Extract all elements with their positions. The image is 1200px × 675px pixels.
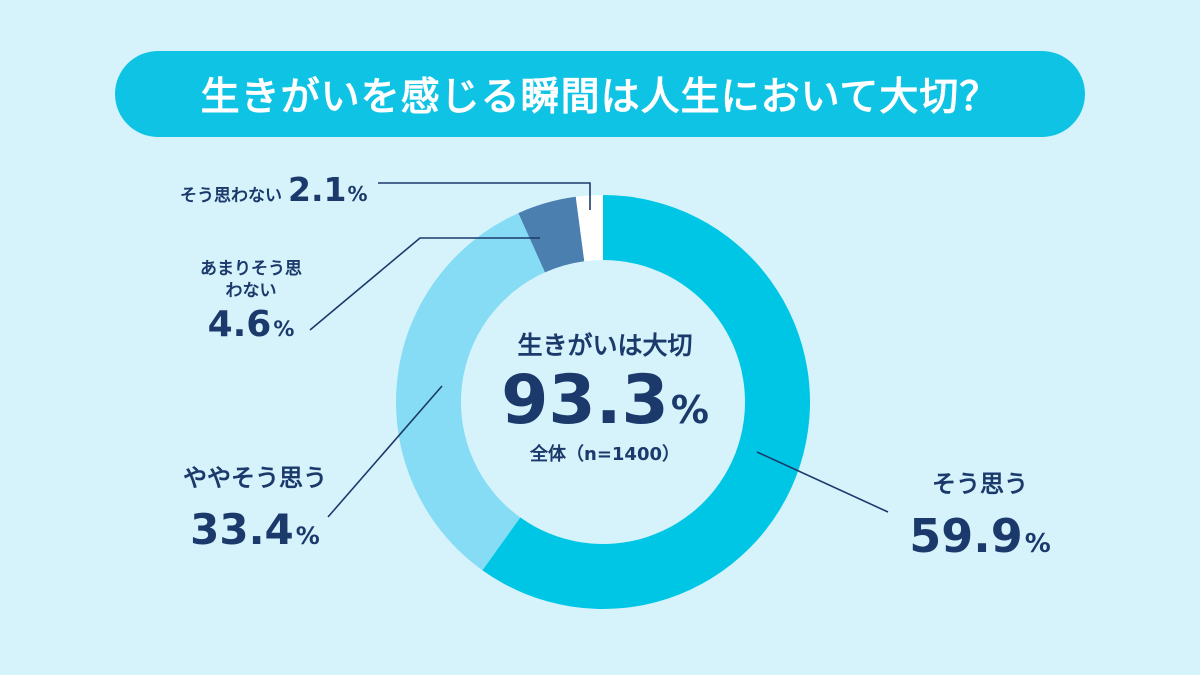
title-banner: 生きがいを感じる瞬間は人生において大切？ xyxy=(115,51,1085,137)
label-agree: そう思う 59.9% xyxy=(900,464,1060,563)
center-summary: 生きがいは大切 93.3% 全体（n=1400） xyxy=(470,326,740,466)
center-sample-note: 全体（n=1400） xyxy=(530,444,680,465)
center-unit: % xyxy=(670,388,709,432)
label-agree-value: 59.9 xyxy=(909,509,1023,563)
label-disagree-unit: % xyxy=(347,182,368,206)
label-somewhat-disagree-unit: % xyxy=(273,317,295,341)
label-disagree-category: そう思わない xyxy=(180,186,282,206)
label-agree-unit: % xyxy=(1024,529,1051,559)
label-somewhat-agree: ややそう思う 33.4% xyxy=(180,458,330,554)
leader-line-somewhat-disagree xyxy=(309,237,540,331)
center-value: 93.3 xyxy=(501,361,669,440)
slice-somewhat-agree xyxy=(395,213,545,571)
label-somewhat-disagree: あまりそう思わない 4.6% xyxy=(192,258,310,345)
label-somewhat-agree-value: 33.4 xyxy=(190,505,294,554)
label-somewhat-agree-unit: % xyxy=(295,522,320,550)
chart-title: 生きがいを感じる瞬間は人生において大切？ xyxy=(200,75,1000,120)
leader-line-agree xyxy=(756,451,889,513)
label-somewhat-disagree-value: 4.6 xyxy=(207,304,272,345)
label-agree-category: そう思う xyxy=(932,470,1028,498)
leader-line-disagree xyxy=(378,182,591,210)
label-somewhat-disagree-category: あまりそう思わない xyxy=(200,259,302,301)
label-somewhat-agree-category: ややそう思う xyxy=(183,464,327,492)
slice-disagree xyxy=(575,195,603,262)
center-title: 生きがいは大切 xyxy=(517,331,693,360)
slice-agree xyxy=(482,195,810,609)
label-disagree-value: 2.1 xyxy=(288,170,347,209)
label-disagree: そう思わない 2.1 % xyxy=(180,170,368,209)
slice-somewhat-disagree xyxy=(518,196,585,273)
leader-line-somewhat-agree xyxy=(327,385,443,518)
